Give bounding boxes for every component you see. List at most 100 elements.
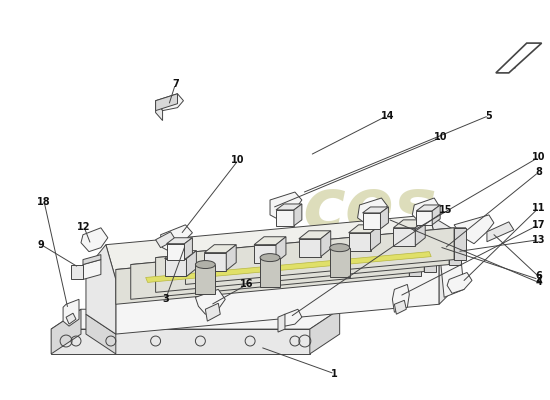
Polygon shape	[66, 313, 76, 324]
Ellipse shape	[260, 254, 280, 262]
Polygon shape	[358, 198, 387, 225]
Text: 7: 7	[172, 79, 179, 89]
Polygon shape	[81, 228, 108, 252]
Text: 10: 10	[434, 132, 448, 142]
Polygon shape	[63, 299, 79, 326]
Polygon shape	[156, 101, 163, 120]
Text: 11: 11	[532, 203, 546, 213]
Polygon shape	[83, 260, 101, 280]
Text: 4: 4	[535, 278, 542, 288]
Polygon shape	[51, 309, 81, 354]
Polygon shape	[131, 237, 424, 299]
Polygon shape	[381, 207, 388, 229]
Text: 18: 18	[37, 197, 51, 207]
Polygon shape	[51, 309, 340, 329]
Polygon shape	[276, 210, 294, 226]
Polygon shape	[278, 314, 285, 332]
Polygon shape	[51, 329, 310, 354]
Polygon shape	[186, 251, 196, 276]
Polygon shape	[371, 225, 381, 251]
Text: a passion
for parts: a passion for parts	[320, 246, 379, 274]
Polygon shape	[156, 94, 184, 111]
Polygon shape	[254, 245, 276, 262]
Polygon shape	[362, 207, 388, 213]
Text: 10: 10	[532, 152, 546, 162]
Polygon shape	[205, 253, 226, 270]
Polygon shape	[496, 43, 542, 73]
Polygon shape	[392, 284, 409, 312]
Polygon shape	[106, 215, 439, 280]
Polygon shape	[167, 244, 184, 260]
Text: 13: 13	[532, 235, 546, 245]
Polygon shape	[329, 248, 350, 278]
Polygon shape	[282, 309, 302, 326]
Text: 9: 9	[38, 240, 45, 250]
Text: 1: 1	[331, 369, 338, 379]
Polygon shape	[299, 239, 321, 257]
Polygon shape	[424, 237, 436, 272]
Polygon shape	[270, 192, 302, 222]
Polygon shape	[409, 242, 421, 276]
Polygon shape	[439, 240, 464, 297]
Text: 6: 6	[535, 272, 542, 282]
Polygon shape	[362, 213, 381, 229]
Text: 8: 8	[535, 167, 542, 177]
Polygon shape	[394, 300, 406, 314]
Polygon shape	[205, 245, 236, 253]
Polygon shape	[349, 225, 381, 233]
Ellipse shape	[195, 260, 215, 268]
Text: 3: 3	[162, 294, 169, 304]
Polygon shape	[146, 252, 431, 282]
Text: 12: 12	[77, 222, 91, 232]
Polygon shape	[389, 242, 447, 264]
Polygon shape	[131, 237, 436, 264]
Text: 5: 5	[486, 110, 492, 120]
Polygon shape	[393, 228, 415, 246]
Polygon shape	[415, 220, 425, 246]
Polygon shape	[412, 198, 439, 222]
Polygon shape	[432, 205, 440, 225]
Polygon shape	[416, 205, 440, 211]
Polygon shape	[487, 222, 514, 242]
Polygon shape	[276, 237, 286, 262]
Polygon shape	[156, 94, 178, 111]
Ellipse shape	[329, 244, 350, 252]
Polygon shape	[164, 251, 196, 258]
Polygon shape	[454, 228, 466, 260]
Polygon shape	[161, 225, 192, 255]
Polygon shape	[116, 242, 409, 304]
Text: 16: 16	[240, 280, 254, 290]
Polygon shape	[116, 242, 421, 270]
Polygon shape	[184, 238, 192, 260]
Polygon shape	[156, 230, 449, 292]
Polygon shape	[349, 233, 371, 251]
Polygon shape	[167, 238, 192, 244]
Polygon shape	[226, 245, 236, 270]
Polygon shape	[71, 264, 83, 280]
Polygon shape	[86, 314, 116, 354]
Polygon shape	[156, 230, 461, 258]
Polygon shape	[83, 255, 101, 264]
Polygon shape	[393, 220, 425, 228]
Polygon shape	[321, 231, 331, 257]
Text: 185: 185	[396, 279, 442, 299]
Text: 2: 2	[535, 274, 542, 284]
Text: 15: 15	[439, 205, 453, 215]
Polygon shape	[205, 303, 221, 321]
Text: ces: ces	[302, 176, 437, 244]
Polygon shape	[164, 258, 186, 276]
Polygon shape	[416, 211, 432, 225]
Polygon shape	[449, 230, 461, 264]
Polygon shape	[294, 204, 302, 226]
Polygon shape	[254, 237, 286, 245]
Text: 17: 17	[532, 220, 546, 230]
Text: 10: 10	[232, 155, 245, 165]
Polygon shape	[185, 228, 454, 284]
Polygon shape	[447, 272, 472, 293]
Text: 14: 14	[381, 110, 394, 120]
Polygon shape	[156, 232, 175, 248]
Polygon shape	[454, 215, 494, 244]
Polygon shape	[299, 231, 331, 239]
Polygon shape	[260, 258, 280, 287]
Polygon shape	[116, 250, 439, 334]
